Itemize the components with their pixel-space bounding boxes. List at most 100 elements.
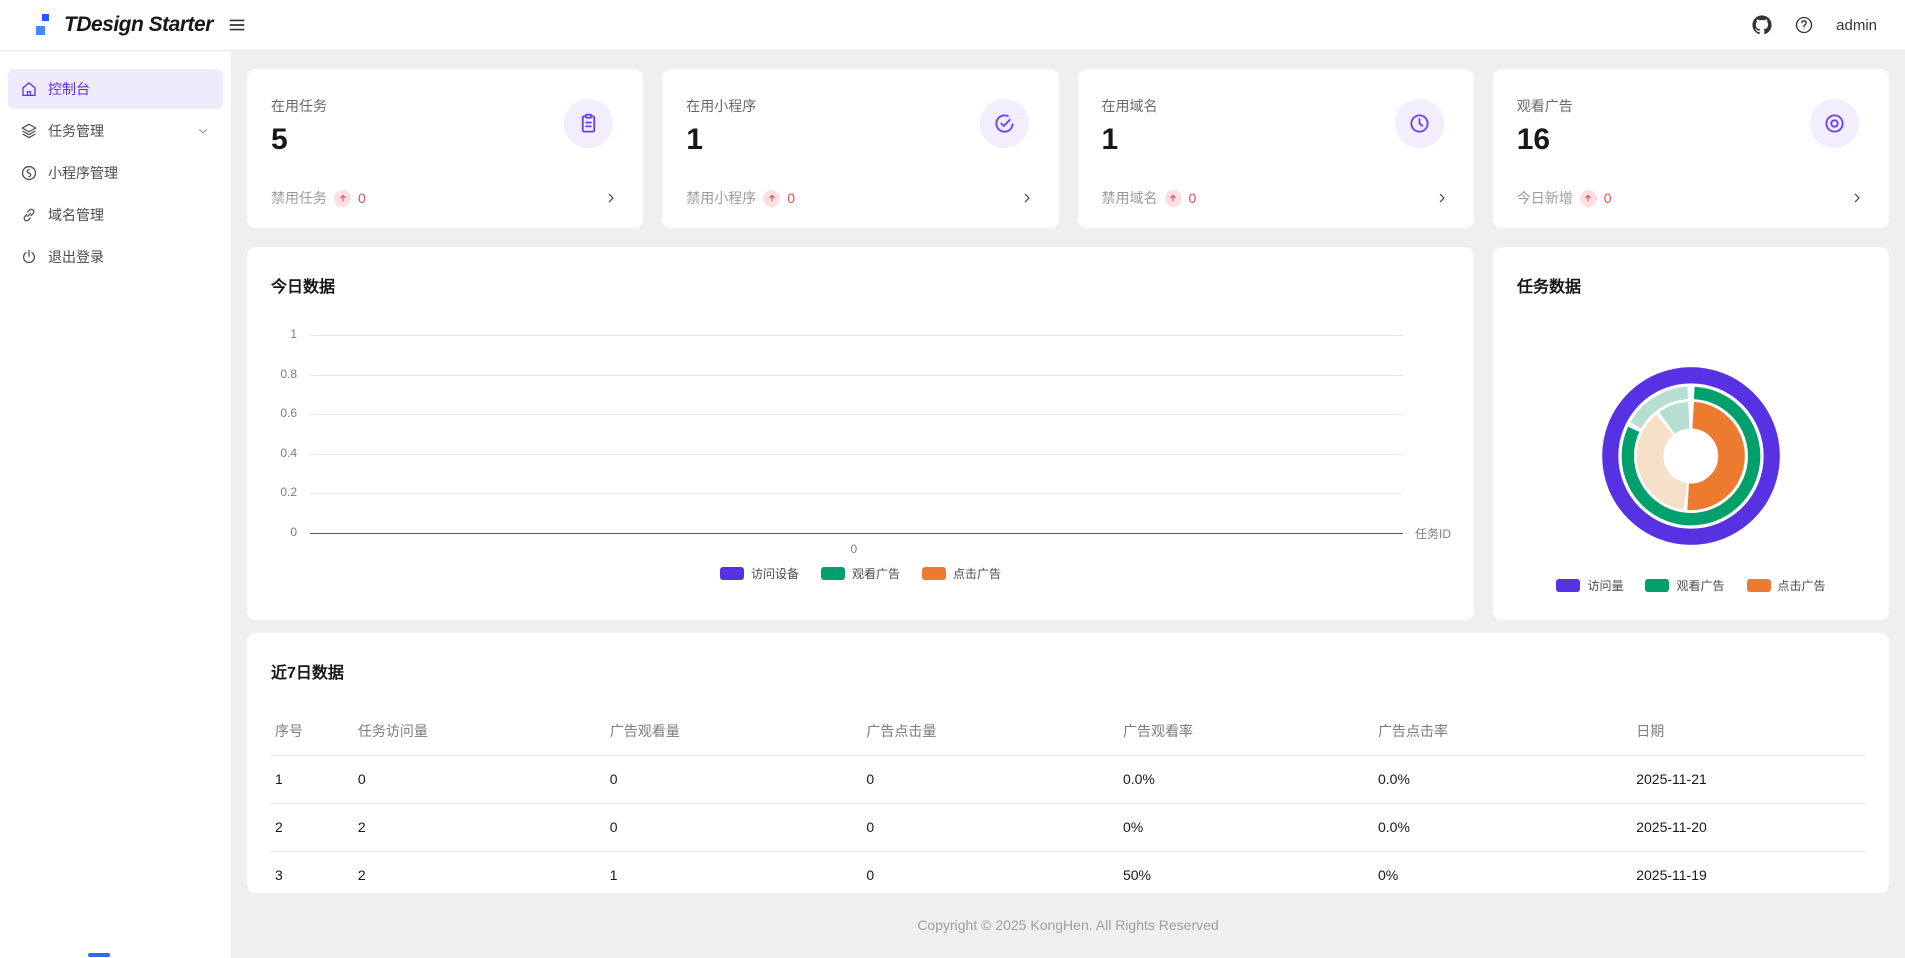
sidebar-item[interactable]: 任务管理 <box>8 111 223 151</box>
stat-card-label: 在用域名 <box>1101 98 1158 114</box>
table-column-header: 广告观看量 <box>605 707 863 756</box>
donut-segment[interactable] <box>1636 414 1688 510</box>
legend-item[interactable]: 访问设备 <box>719 565 799 582</box>
legend-label: 点击广告 <box>1777 579 1826 593</box>
legend-item[interactable]: 观看广告 <box>820 565 900 582</box>
stat-card-sub-value: 0 <box>787 190 796 206</box>
donut-segment[interactable] <box>1659 401 1691 435</box>
table-cell: 0 <box>605 755 863 804</box>
legend-label: 观看广告 <box>851 567 900 581</box>
sidebar-item[interactable]: 控制台 <box>8 69 223 109</box>
y-axis-tick-label: 0.8 <box>280 366 297 381</box>
table-column-header: 任务访问量 <box>353 707 606 756</box>
task-data-donut-chart <box>1596 361 1786 551</box>
legend-swatch <box>1556 579 1581 592</box>
table-cell: 0 <box>605 803 863 852</box>
stat-card-label: 在用小程序 <box>686 98 757 114</box>
stat-card-value: 1 <box>1101 123 1119 156</box>
table-cell: 2 <box>353 803 606 852</box>
today-data-title: 今日数据 <box>271 279 336 296</box>
legend-item[interactable]: 点击广告 <box>922 565 1001 582</box>
chevron-right-icon[interactable] <box>1434 190 1450 206</box>
chevron-down-icon <box>195 123 211 139</box>
sidebar-nav: 控制台任务管理小程序管理 域名管理退出登录 <box>0 69 231 277</box>
sidebar-item[interactable]: 小程序管理 <box>8 153 223 193</box>
y-axis-tick-label: 0.2 <box>280 485 297 500</box>
table-cell: 0% <box>1118 803 1374 852</box>
legend-swatch <box>820 567 845 580</box>
home-icon <box>20 80 38 98</box>
legend-item[interactable]: 观看广告 <box>1645 577 1725 594</box>
sidebar-item-label: 退出登录 <box>48 249 104 265</box>
table-row: 1 0 0 0 0.0% 0.0% 2025-11-21 <box>271 755 1865 804</box>
stat-cards-row: 在用任务 5 禁用任务 0 在用小程序 1 禁用小程序 0 在用域名 1 禁用域名 0 观看广告 16 今日… <box>247 69 1889 228</box>
miniprogram-icon <box>20 164 38 182</box>
stat-card[interactable]: 在用域名 1 禁用域名 0 <box>1077 69 1474 228</box>
table-cell: 1 <box>271 755 354 804</box>
user-menu[interactable]: admin <box>1836 16 1877 34</box>
stat-card-sub-value: 0 <box>1603 190 1612 206</box>
sidebar-item[interactable]: 域名管理 <box>8 195 223 235</box>
stat-card-value: 1 <box>686 123 703 156</box>
menu-toggle-icon[interactable] <box>227 15 247 35</box>
table-cell: 50% <box>1118 851 1374 893</box>
stat-card-sub-label: 禁用任务 <box>271 190 327 206</box>
chevron-right-icon[interactable] <box>1849 190 1865 206</box>
task-chart-legend: 访问量 观看广告 点击广告 <box>1556 577 1826 594</box>
chevron-right-icon[interactable] <box>603 190 619 206</box>
legend-swatch <box>1746 579 1771 592</box>
table-cell: 2 <box>353 851 606 893</box>
table-cell: 1 <box>605 851 863 893</box>
legend-label: 访问量 <box>1587 579 1624 593</box>
table-cell: 2025-11-20 <box>1632 803 1865 852</box>
logo-text: TDesign Starter <box>64 13 213 36</box>
donut-segment[interactable] <box>1630 386 1689 429</box>
task-data-title: 任务数据 <box>1517 279 1582 296</box>
stat-card[interactable]: 在用小程序 1 禁用小程序 0 <box>662 69 1059 228</box>
horizontal-scrollbar-thumb[interactable] <box>88 953 110 957</box>
logo-icon <box>34 12 52 38</box>
y-axis-tick-label: 1 <box>290 327 297 341</box>
main-content: 在用任务 5 禁用任务 0 在用小程序 1 禁用小程序 0 在用域名 1 禁用域名 0 观看广告 16 今日… <box>231 51 1905 958</box>
grid-line <box>310 374 1403 376</box>
table-cell: 0 <box>353 755 606 804</box>
stat-card-value: 5 <box>271 123 288 156</box>
x-axis-tick-label: 0 <box>850 542 858 556</box>
help-icon[interactable] <box>1794 15 1814 35</box>
stat-card-label: 观看广告 <box>1516 98 1573 114</box>
stat-card[interactable]: 观看广告 16 今日新增 0 <box>1492 69 1889 228</box>
donut-segment[interactable] <box>1621 386 1761 526</box>
donut-segment[interactable] <box>1687 401 1745 511</box>
legend-item[interactable]: 访问量 <box>1556 577 1623 594</box>
stat-card-sub-value: 0 <box>1188 190 1197 206</box>
y-axis-tick-label: 0.4 <box>280 445 297 460</box>
arrow-up-icon <box>1164 189 1182 207</box>
sidebar-item[interactable]: 退出登录 <box>8 237 223 277</box>
charts-row: 今日数据 访问设备 观看广告 点击广告 1 0.8 0.6 0.4 0.2 0 0 任务ID 任务… <box>247 247 1889 620</box>
stat-card[interactable]: 在用任务 5 禁用任务 0 <box>247 69 644 228</box>
table-column-header: 广告点击率 <box>1374 707 1633 756</box>
table-cell: 2025-11-19 <box>1632 851 1865 893</box>
stat-card-sub-label: 今日新增 <box>1516 190 1573 206</box>
table-cell: 2 <box>271 803 354 852</box>
sidebar-item-label: 任务管理 <box>48 123 104 139</box>
x-axis-name: 任务ID <box>1415 527 1452 541</box>
github-icon[interactable] <box>1752 15 1772 35</box>
table-cell: 3 <box>271 851 354 893</box>
logo: TDesign Starter <box>34 12 213 38</box>
legend-item[interactable]: 点击广告 <box>1746 577 1826 594</box>
table-cell: 0.0% <box>1374 755 1633 804</box>
stat-card-footer: 今日新增 0 <box>1517 188 1865 208</box>
stat-card-footer: 禁用任务 0 <box>271 188 619 208</box>
table-cell: 0% <box>1374 851 1633 893</box>
table-cell: 0.0% <box>1374 803 1633 852</box>
recent-data-title: 近7日数据 <box>271 665 344 682</box>
table-cell: 0 <box>862 755 1119 804</box>
x-axis-line <box>310 533 1403 534</box>
donut-segment[interactable] <box>1602 367 1780 545</box>
table-column-header: 广告观看率 <box>1118 707 1374 756</box>
stat-card-sub-label: 禁用小程序 <box>686 190 757 206</box>
chevron-right-icon[interactable] <box>1019 190 1035 206</box>
